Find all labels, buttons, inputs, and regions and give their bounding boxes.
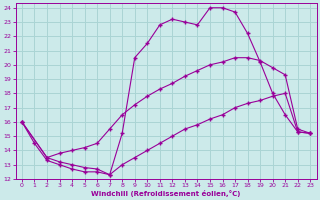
X-axis label: Windchill (Refroidissement éolien,°C): Windchill (Refroidissement éolien,°C) bbox=[92, 190, 241, 197]
